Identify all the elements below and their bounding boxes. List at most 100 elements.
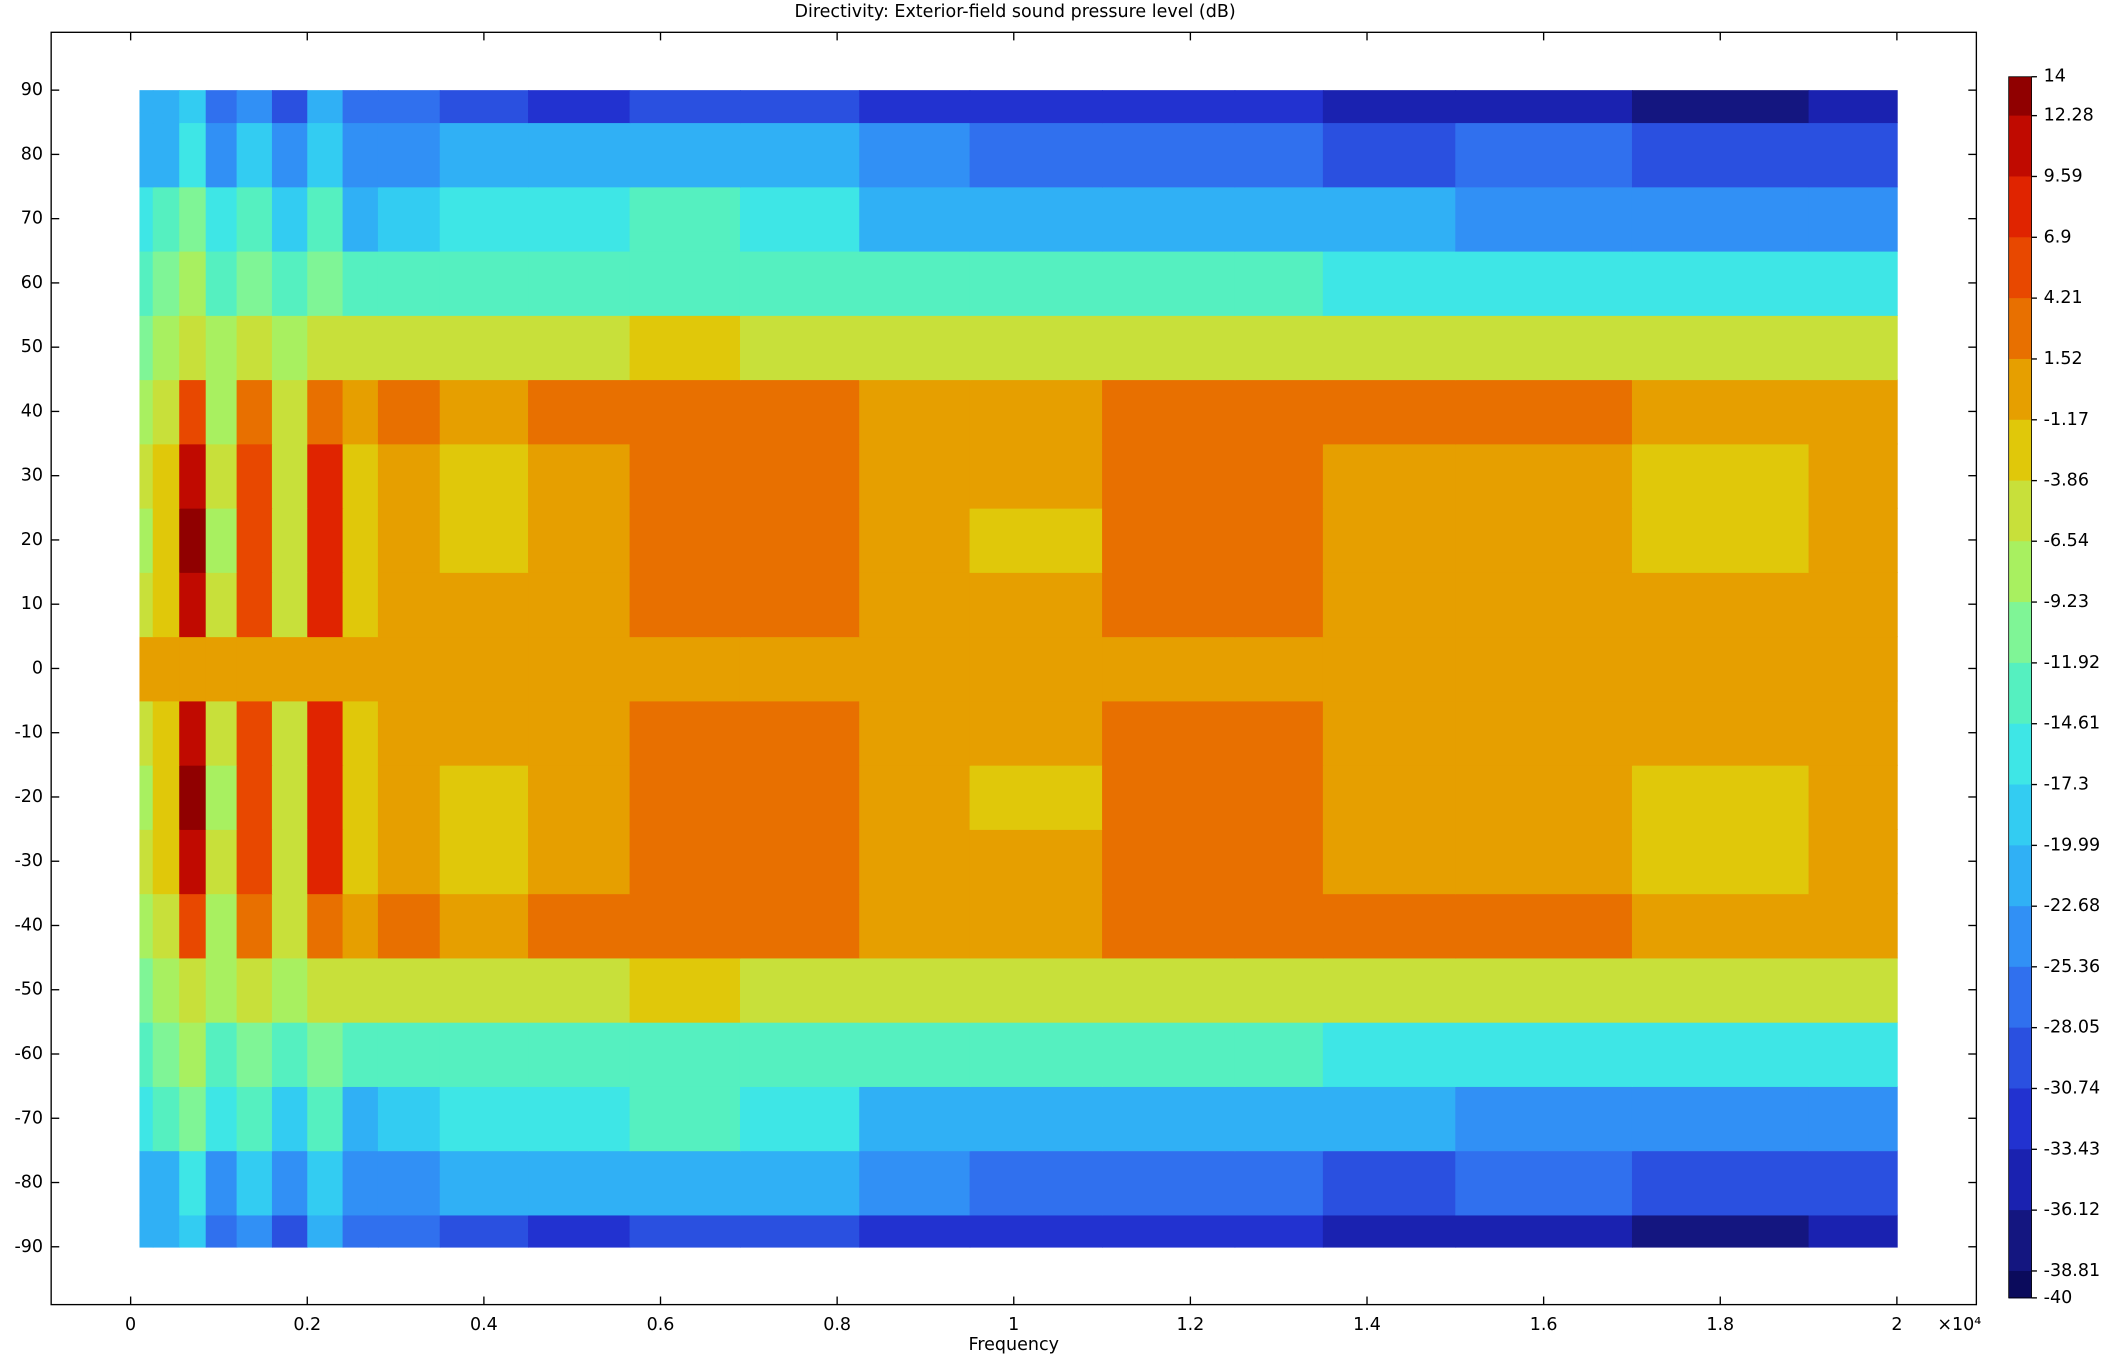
contour-cell xyxy=(629,250,741,316)
contour-cell xyxy=(152,764,181,830)
contour-cell xyxy=(236,1214,273,1248)
contour-cell xyxy=(1631,700,1810,766)
contour-cell xyxy=(1808,1214,1898,1248)
contour-cell xyxy=(1455,250,1633,316)
contour-cell xyxy=(236,957,273,1023)
contour-cell xyxy=(236,379,273,445)
contour-cell xyxy=(342,186,379,252)
contour-cell xyxy=(139,1021,154,1087)
contour-cell xyxy=(179,186,207,252)
contour-cell xyxy=(377,186,441,252)
contour-cell xyxy=(205,829,238,895)
contour-cell xyxy=(1322,1086,1457,1152)
contour-cell xyxy=(342,1021,379,1087)
contour-cell xyxy=(271,700,309,766)
contour-cell xyxy=(205,443,238,509)
contour-cell xyxy=(1322,443,1457,509)
contour-cell xyxy=(1631,315,1810,381)
contour-cell xyxy=(139,957,154,1023)
contour-cell xyxy=(1631,507,1810,573)
x-tick-label: 1.2 xyxy=(1176,1315,1204,1335)
contour-cell xyxy=(1234,893,1324,959)
colorbar-tick-label: -11.92 xyxy=(2044,653,2100,673)
contour-cell xyxy=(969,1214,1103,1248)
contour-cell xyxy=(629,764,741,830)
contour-cell xyxy=(342,957,379,1023)
contour-cell xyxy=(969,636,1103,702)
contour-cell xyxy=(139,90,154,124)
contour-cell xyxy=(377,893,441,959)
contour-cell xyxy=(271,315,309,381)
colorbar-band xyxy=(2008,1149,2032,1211)
colorbar-tick-label: 6.9 xyxy=(2044,227,2072,247)
contour-cell xyxy=(739,893,861,959)
contour-cell xyxy=(1631,893,1810,959)
contour-cell xyxy=(205,1150,238,1216)
contour-cell xyxy=(1631,186,1810,252)
contour-cell xyxy=(969,1021,1103,1087)
contour-cell xyxy=(739,186,861,252)
contour-cell xyxy=(307,122,344,188)
contour-cell xyxy=(1631,250,1810,316)
contour-cell xyxy=(179,764,207,830)
x-tick-label: 2 xyxy=(1891,1315,1902,1335)
contour-cell xyxy=(1322,700,1457,766)
contour-cell xyxy=(236,1150,273,1216)
contour-cell xyxy=(179,572,207,638)
contour-cell xyxy=(1455,1021,1633,1087)
contour-cell xyxy=(342,507,379,573)
contour-cell xyxy=(377,315,441,381)
contour-cell xyxy=(307,1021,344,1087)
contour-cell xyxy=(1102,1214,1236,1248)
contour-cell xyxy=(307,1150,344,1216)
contour-cell xyxy=(179,250,207,316)
contour-cell xyxy=(528,1214,631,1248)
contour-cell xyxy=(152,1214,181,1248)
contour-cell xyxy=(1234,636,1324,702)
contour-cell xyxy=(271,90,309,124)
contour-cell xyxy=(342,379,379,445)
contour-cell xyxy=(139,507,154,573)
contour-cell xyxy=(152,700,181,766)
contour-cell xyxy=(1102,957,1236,1023)
contour-cell xyxy=(1234,315,1324,381)
contour-cell xyxy=(629,700,741,766)
contour-cell xyxy=(969,250,1103,316)
contour-cell xyxy=(1322,572,1457,638)
contour-cell xyxy=(969,1086,1103,1152)
contour-cell xyxy=(139,186,154,252)
contour-cell xyxy=(1455,636,1633,702)
contour-cell xyxy=(1808,572,1898,638)
contour-cell xyxy=(1808,893,1898,959)
contour-cell xyxy=(1102,507,1236,573)
contour-cell xyxy=(152,636,181,702)
contour-cell xyxy=(307,893,344,959)
colorbar-band xyxy=(2008,76,2032,117)
contour-cell xyxy=(439,90,529,124)
contour-cell xyxy=(528,379,631,445)
contour-cell xyxy=(739,250,861,316)
x-multiplier: ×10⁴ xyxy=(1937,1315,1981,1335)
contour-cell xyxy=(205,186,238,252)
contour-cell xyxy=(969,764,1103,830)
contour-cell xyxy=(179,1214,207,1248)
contour-cell xyxy=(152,315,181,381)
contour-cell xyxy=(859,700,971,766)
colorbar-tick-label: 12.28 xyxy=(2044,106,2094,126)
contour-cell xyxy=(1322,507,1457,573)
contour-cell xyxy=(1102,122,1236,188)
contour-cell xyxy=(342,572,379,638)
y-tick-label: 70 xyxy=(21,209,43,229)
contour-cell xyxy=(307,315,344,381)
colorbar-band xyxy=(2008,845,2032,907)
contour-cell xyxy=(152,957,181,1023)
contour-cell xyxy=(739,957,861,1023)
contour-cell xyxy=(439,122,529,188)
contour-cell xyxy=(739,379,861,445)
contour-cell xyxy=(139,122,154,188)
contour-cell xyxy=(439,379,529,445)
contour-cell xyxy=(307,90,344,124)
contour-cell xyxy=(236,764,273,830)
